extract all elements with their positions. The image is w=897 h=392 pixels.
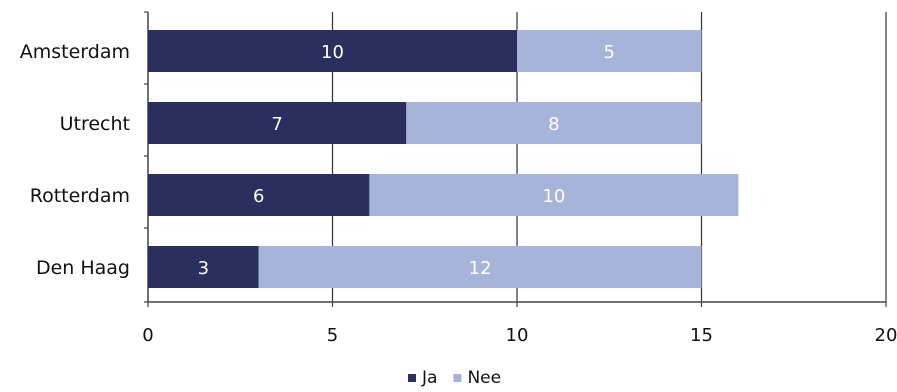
bar-ja-utrecht [148, 102, 407, 144]
category-label-den-haag: Den Haag [36, 257, 130, 279]
data-label-nee-rotterdam: 10 [542, 186, 565, 207]
data-label-ja-utrecht: 7 [271, 114, 282, 135]
x-tick-label-15: 15 [690, 325, 713, 346]
data-label-ja-amsterdam: 10 [321, 42, 344, 63]
x-tick-label-10: 10 [506, 325, 529, 346]
data-label-nee-utrecht: 8 [548, 114, 559, 135]
bar-nee-utrecht [406, 102, 702, 144]
category-labels: Amsterdam Utrecht Rotterdam Den Haag [20, 41, 130, 279]
bar-nee-rotterdam [369, 174, 739, 216]
bar-ja-amsterdam [148, 30, 517, 72]
data-label-ja-rotterdam: 6 [253, 186, 264, 207]
legend-swatch-nee [453, 374, 462, 382]
legend-swatch-ja [408, 374, 416, 382]
bar-nee-den-haag [258, 246, 702, 288]
category-label-amsterdam: Amsterdam [20, 41, 130, 63]
data-label-nee-den-haag: 12 [469, 258, 492, 279]
bars: 10 5 7 8 6 10 3 12 [148, 30, 739, 288]
data-label-ja-den-haag: 3 [198, 258, 209, 279]
category-label-rotterdam: Rotterdam [30, 185, 130, 207]
legend-label-ja: Ja [421, 368, 437, 388]
tick-labels: 0 5 10 15 20 [142, 325, 897, 346]
x-tick-label-20: 20 [875, 325, 897, 346]
data-label-nee-amsterdam: 5 [604, 42, 615, 63]
category-label-utrecht: Utrecht [60, 113, 130, 135]
bar-ja-den-haag [148, 246, 259, 288]
legend: Ja Nee [408, 368, 501, 388]
bar-nee-amsterdam [517, 30, 702, 72]
legend-label-nee: Nee [467, 368, 501, 388]
x-tick-label-5: 5 [327, 325, 338, 346]
bar-ja-rotterdam [148, 174, 370, 216]
x-tick-label-0: 0 [142, 325, 153, 346]
